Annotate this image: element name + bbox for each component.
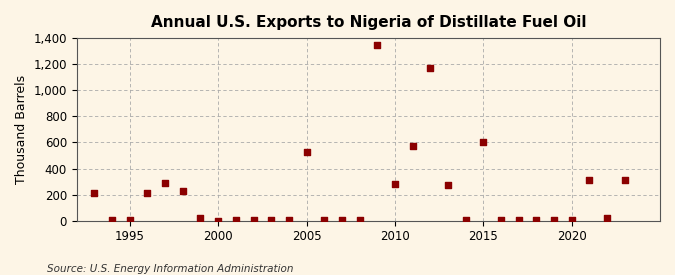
Title: Annual U.S. Exports to Nigeria of Distillate Fuel Oil: Annual U.S. Exports to Nigeria of Distil… — [151, 15, 586, 30]
Point — [142, 191, 153, 195]
Point — [107, 218, 117, 222]
Point — [601, 216, 612, 220]
Point — [513, 218, 524, 222]
Point — [372, 42, 383, 47]
Point — [213, 219, 223, 223]
Point — [89, 191, 100, 195]
Point — [319, 218, 329, 222]
Point — [354, 218, 365, 222]
Text: Source: U.S. Energy Information Administration: Source: U.S. Energy Information Administ… — [47, 264, 294, 274]
Point — [301, 149, 312, 154]
Point — [284, 218, 294, 222]
Point — [266, 218, 277, 222]
Point — [178, 189, 188, 193]
Point — [495, 218, 506, 222]
Point — [124, 218, 135, 222]
Point — [407, 144, 418, 148]
Point — [336, 218, 347, 222]
Point — [478, 140, 489, 145]
Point — [549, 218, 560, 222]
Point — [584, 178, 595, 183]
Point — [460, 218, 471, 222]
Point — [248, 218, 259, 222]
Y-axis label: Thousand Barrels: Thousand Barrels — [15, 75, 28, 184]
Point — [619, 178, 630, 183]
Point — [230, 218, 241, 222]
Point — [160, 181, 171, 185]
Point — [389, 182, 400, 186]
Point — [566, 218, 577, 222]
Point — [531, 218, 541, 222]
Point — [195, 215, 206, 220]
Point — [443, 183, 454, 187]
Point — [425, 66, 435, 70]
